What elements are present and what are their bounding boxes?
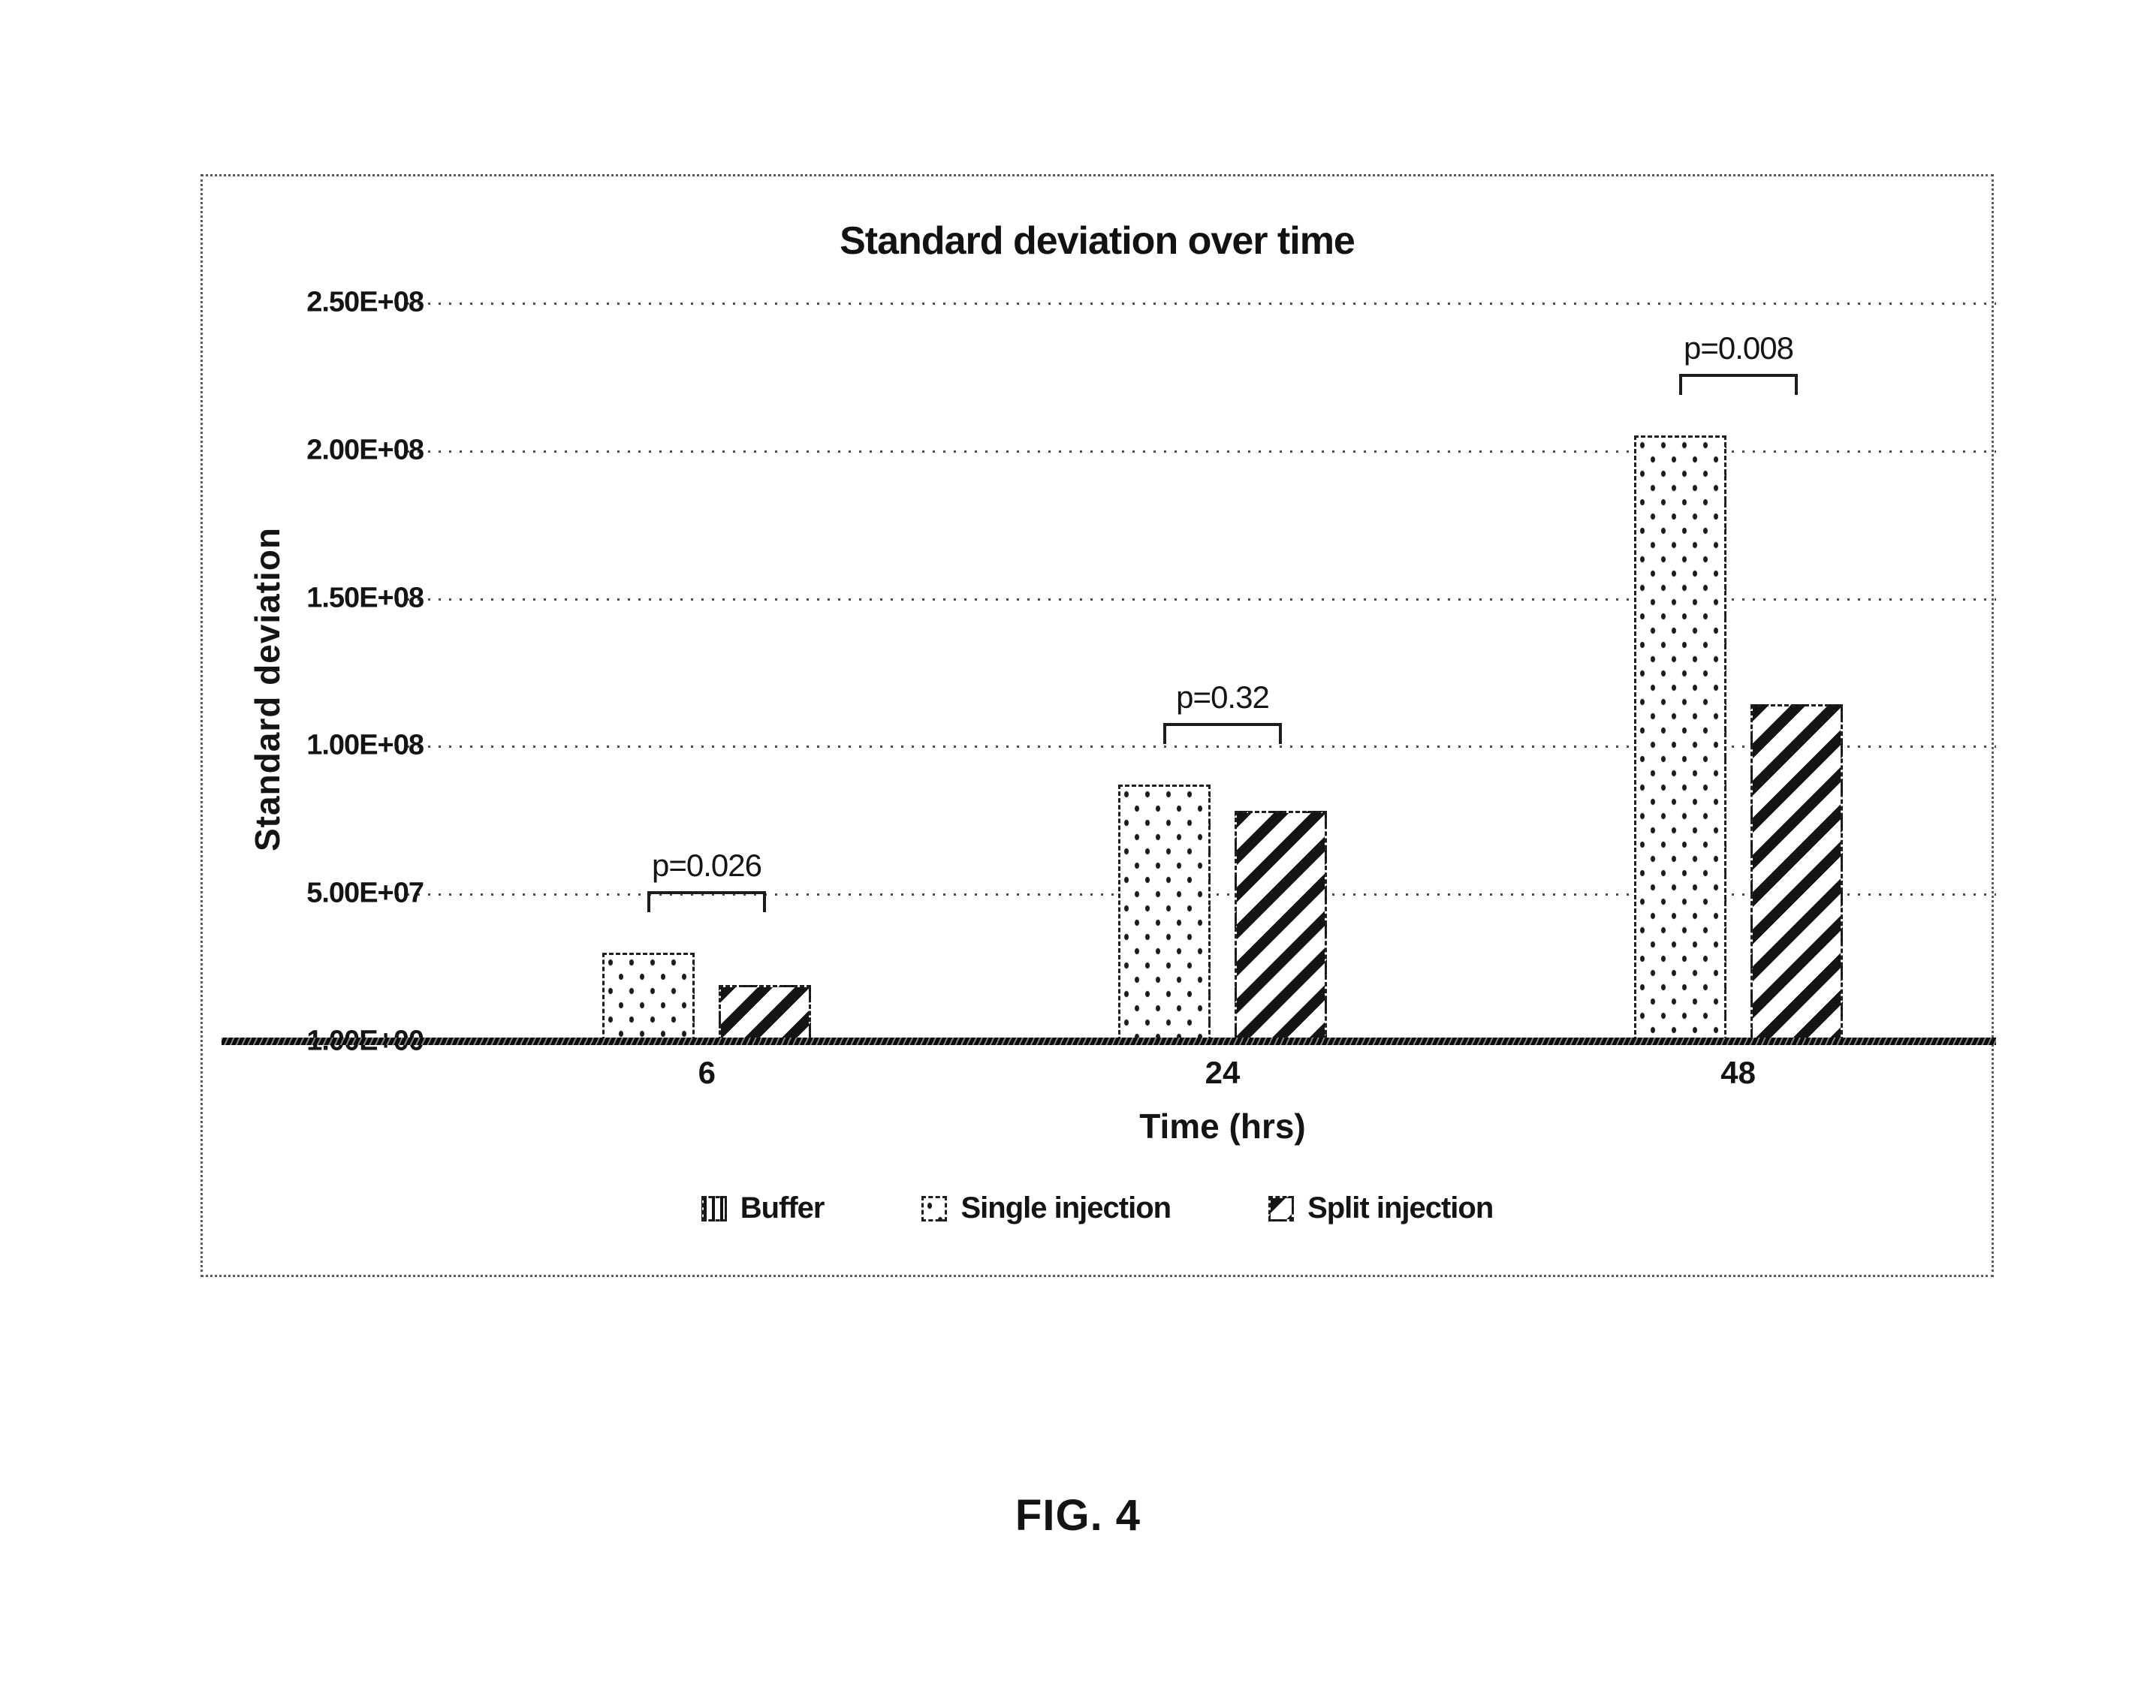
- bar-group-48: [1480, 303, 1996, 1041]
- y-axis-tick-label: 1.00E+08: [306, 729, 424, 761]
- legend-item-split-injection: Split injection: [1268, 1191, 1494, 1225]
- legend-label-buffer: Buffer: [740, 1191, 825, 1225]
- p-value-bracket-24h: [1163, 723, 1282, 744]
- x-axis-title: Time (hrs): [1139, 1107, 1306, 1146]
- gridline: [397, 303, 1996, 305]
- x-category-label-48: 48: [1720, 1055, 1756, 1090]
- legend-swatch-single-injection-icon: [921, 1195, 948, 1222]
- legend-item-single-injection: Single injection: [921, 1191, 1171, 1225]
- figure-caption: FIG. 4: [1015, 1491, 1141, 1540]
- legend-swatch-buffer-icon: [701, 1195, 727, 1222]
- legend-label-single-injection: Single injection: [960, 1191, 1171, 1225]
- legend-swatch-split-injection-icon: [1268, 1195, 1295, 1222]
- bar-group-6: [449, 303, 965, 1041]
- x-category-label-24: 24: [1205, 1055, 1241, 1090]
- gridline: [397, 598, 1996, 601]
- legend: Buffer Single injection Split injection: [203, 1191, 1992, 1225]
- x-axis-line: [222, 1038, 1996, 1045]
- p-value-label-6h: p=0.026: [652, 848, 762, 883]
- p-value-bracket-48h: [1679, 374, 1798, 395]
- chart-title: Standard deviation over time: [840, 219, 1355, 263]
- bar-single-injection-48h: [1633, 435, 1726, 1041]
- y-axis-tick-label: 1.50E+08: [306, 582, 424, 614]
- bar-split-injection-24h: [1234, 811, 1327, 1041]
- y-axis-tick-label: 5.00E+07: [306, 877, 424, 909]
- plot-area: 2.50E+08 2.00E+08 1.50E+08 1.00E+08 5.00E+07…: [222, 287, 1996, 1090]
- gridline: [397, 450, 1996, 453]
- gridline: [397, 746, 1996, 748]
- p-value-bracket-6h: [647, 891, 766, 912]
- bar-single-injection-6h: [602, 953, 695, 1041]
- y-axis-title: Standard deviation: [248, 526, 287, 852]
- p-value-label-48h: p=0.008: [1684, 330, 1794, 366]
- chart-frame: Standard deviation over time Standard de…: [201, 174, 1996, 1277]
- y-axis-tick-label: 2.50E+08: [306, 286, 424, 318]
- legend-item-buffer: Buffer: [701, 1191, 825, 1225]
- bar-single-injection-24h: [1117, 785, 1211, 1041]
- legend-label-split-injection: Split injection: [1307, 1191, 1494, 1225]
- y-axis-tick-label: 2.00E+08: [306, 434, 424, 466]
- x-category-label-6: 6: [698, 1055, 716, 1090]
- p-value-label-24h: p=0.32: [1176, 679, 1270, 715]
- bar-split-injection-48h: [1750, 704, 1843, 1041]
- bar-split-injection-6h: [719, 985, 812, 1041]
- bar-group-24: [965, 303, 1481, 1041]
